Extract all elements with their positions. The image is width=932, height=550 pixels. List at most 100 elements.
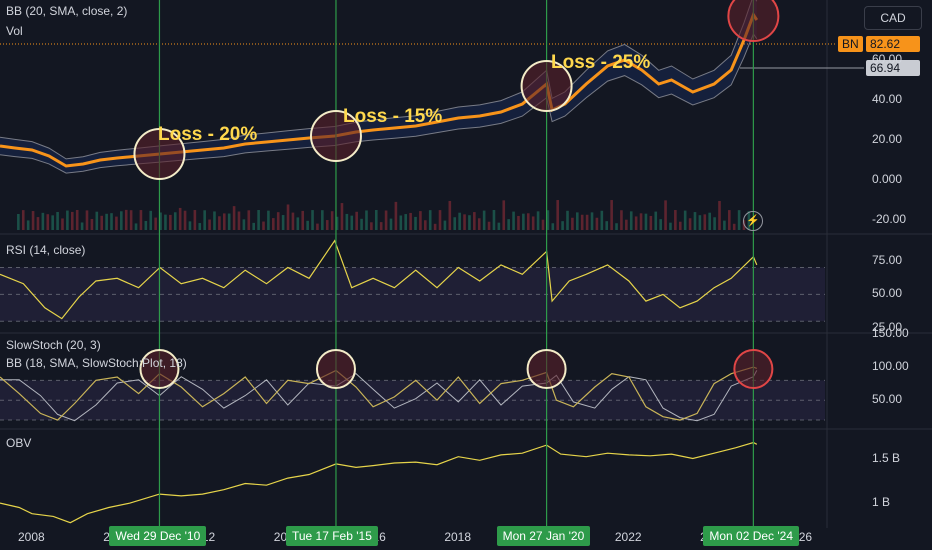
stoch-circle-fill-2: [527, 350, 566, 388]
volume-bar: [90, 218, 94, 230]
volume-bar: [502, 200, 506, 230]
price-y-tick: 60.00: [872, 52, 903, 66]
stoch-circle-1: [315, 349, 356, 389]
volume-bar: [443, 220, 447, 230]
volume-bar: [541, 219, 545, 230]
volume-bar: [237, 211, 241, 230]
volume-bar: [227, 213, 231, 230]
volume-bar: [713, 217, 716, 230]
volume-bar: [580, 214, 584, 230]
volume-bar: [409, 212, 412, 230]
volume-bar: [639, 213, 643, 230]
volume-bar: [419, 211, 422, 230]
volume-bar: [644, 213, 648, 230]
bb-stoch-legend[interactable]: BB (18, SMA, SlowStoch:Plot, 18): [6, 356, 187, 370]
volume-bar: [124, 209, 128, 230]
volume-bar: [605, 221, 609, 230]
rsi-y-tick: 50.00: [872, 286, 903, 301]
volume-bar: [85, 210, 89, 230]
volume-bar: [262, 221, 265, 230]
rsi-legend[interactable]: RSI (14, close): [6, 243, 86, 257]
volume-bar: [536, 211, 540, 230]
volume-bar: [120, 211, 123, 230]
marker-date-tag: Tue 17 Feb '15: [285, 526, 378, 546]
volume-bar: [531, 216, 535, 230]
volume-bar: [477, 218, 481, 230]
volume-bar: [654, 211, 658, 230]
volume-bar: [26, 220, 30, 230]
volume-bar: [556, 200, 559, 230]
lightning-icon[interactable]: ⚡: [743, 211, 763, 231]
obv-legend[interactable]: OBV: [6, 436, 32, 450]
volume-bar: [595, 217, 599, 230]
volume-bar: [56, 211, 59, 230]
volume-bar: [154, 217, 157, 230]
volume-bar: [512, 211, 515, 230]
volume-bar: [139, 210, 143, 230]
volume-bar: [399, 215, 403, 230]
volume-bar: [497, 222, 501, 230]
volume-bar: [100, 215, 104, 230]
volume-bar: [335, 216, 339, 230]
volume-bar: [659, 219, 662, 230]
stoch-series-line: [0, 366, 758, 421]
volume-bar: [296, 217, 300, 230]
volume-bar: [345, 213, 349, 230]
level-badge: 66.94: [866, 60, 920, 76]
volume-bar: [149, 210, 153, 230]
volume-bar: [291, 212, 295, 230]
loss-annotation-3: Loss - 25%: [551, 52, 651, 73]
rsi-series-line: [0, 239, 758, 320]
volume-bar: [664, 200, 667, 230]
volume-bar: [360, 218, 363, 230]
volume-bar: [350, 215, 354, 230]
volume-bar: [482, 210, 486, 230]
volume-bar: [708, 212, 711, 230]
volume-bar: [173, 212, 177, 230]
volume-bar: [522, 213, 525, 230]
volume-bar: [164, 214, 167, 230]
volume-bar: [590, 212, 594, 230]
currency-selector[interactable]: CAD: [864, 6, 922, 30]
price-y-tick: 0.000: [872, 172, 903, 186]
obv-y-tick: 1.5 B: [872, 450, 901, 465]
volume-bar: [576, 212, 579, 230]
volume-bar: [306, 220, 309, 230]
bb-legend[interactable]: BB (20, SMA, close, 2): [6, 4, 128, 18]
obv-y-tick: 1 B: [872, 495, 891, 510]
volume-bar: [242, 219, 246, 230]
volume-bar: [384, 210, 388, 230]
vol-legend[interactable]: Vol: [6, 24, 23, 38]
loss-annotation-1: Loss - 20%: [158, 124, 258, 145]
rsi-y-tick: 25.00: [872, 319, 903, 334]
volume-bar: [321, 210, 324, 230]
volume-bar: [232, 206, 236, 230]
volume-bar: [75, 210, 79, 230]
volume-bar: [355, 211, 358, 230]
price-circle-fill-3: [728, 0, 779, 41]
volume-bar: [374, 210, 378, 230]
volume-bar: [159, 212, 162, 230]
volume-bar: [718, 200, 721, 230]
volume-bar: [193, 210, 197, 230]
volume-bar: [51, 215, 54, 230]
stoch-circle-fill-3: [734, 350, 773, 388]
volume-bar: [316, 223, 319, 230]
stoch-circle-fill-0: [140, 350, 179, 388]
volume-bar: [325, 220, 329, 230]
volume-bar: [17, 214, 20, 230]
volume-bar: [615, 223, 618, 230]
volume-bar: [257, 210, 260, 230]
volume-bar: [507, 219, 510, 230]
volume-bar: [487, 221, 491, 230]
price-circle-fill-1: [310, 111, 361, 161]
stoch-legend[interactable]: SlowStoch (20, 3): [6, 338, 101, 352]
stoch-y-tick: 100.00: [872, 359, 909, 374]
volume-bar: [46, 214, 50, 230]
volume-bar: [66, 210, 69, 230]
volume-bar: [183, 210, 187, 230]
volume-bar: [281, 215, 285, 230]
volume-bar: [129, 210, 133, 230]
volume-bar: [424, 220, 427, 230]
